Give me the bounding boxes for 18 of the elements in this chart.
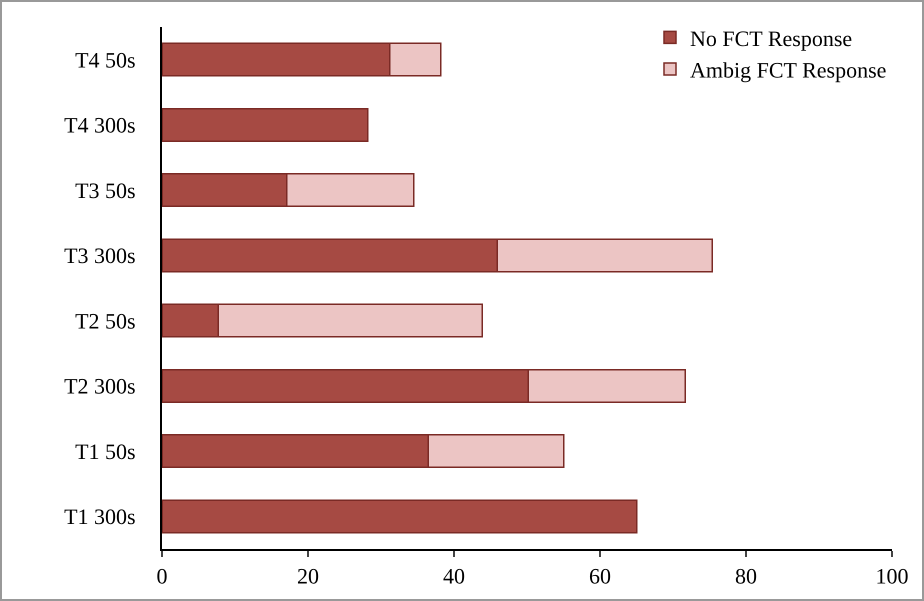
y-tick-label: T1 300s — [64, 504, 136, 530]
x-tick-label: 60 — [589, 563, 611, 588]
y-tick-label: T4 50s — [75, 47, 136, 72]
y-tick-label: T1 50s — [75, 438, 136, 464]
y-tick-label: T2 300s — [64, 374, 136, 399]
y-tick-label: T3 300s — [64, 243, 136, 268]
x-tick-label: 0 — [156, 563, 168, 588]
x-tick-label: 20 — [297, 563, 319, 588]
y-tick-label: T4 300s — [64, 112, 136, 138]
x-tick-label: 100 — [876, 563, 908, 588]
bar — [162, 108, 369, 142]
y-tick-label: T3 50s — [75, 178, 136, 203]
bar — [162, 499, 638, 534]
x-tick-label: 40 — [443, 563, 465, 588]
legend-label: Ambig FCT Response — [690, 58, 886, 83]
legend-label: No FCT Response — [690, 26, 852, 51]
y-tick-label: T2 50s — [75, 308, 136, 334]
x-tick-label: 80 — [735, 563, 757, 588]
